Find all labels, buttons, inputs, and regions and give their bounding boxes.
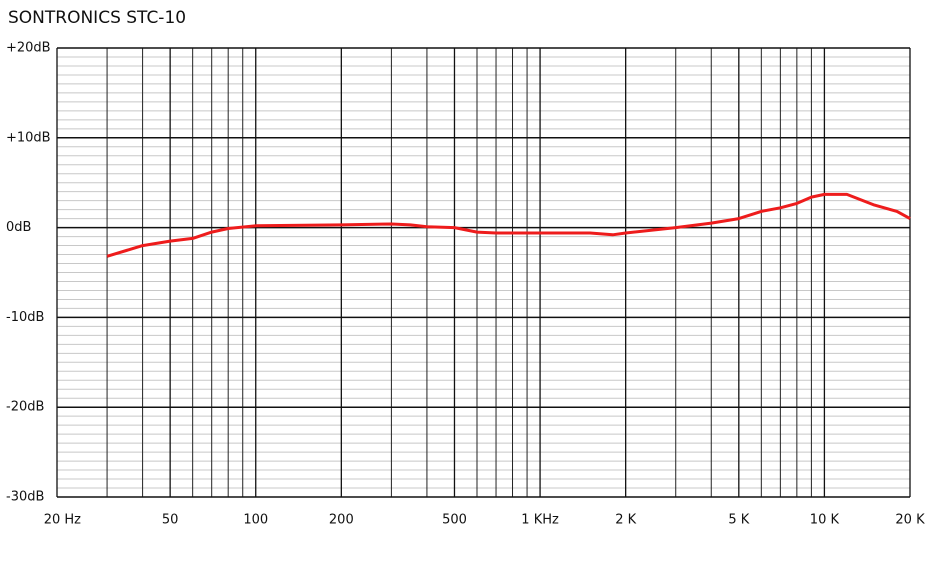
y-tick-label: -10dB — [6, 310, 44, 325]
y-tick-label: -20dB — [6, 400, 44, 415]
chart-title: SONTRONICS STC-10 — [8, 8, 186, 28]
y-tick-label: +20dB — [6, 41, 51, 56]
y-tick-label: -30dB — [6, 490, 44, 505]
x-tick-label: 50 — [162, 513, 179, 528]
x-tick-label: 200 — [329, 513, 354, 528]
x-tick-label: 2 K — [615, 513, 636, 528]
x-tick-label: 20 Hz — [44, 513, 81, 528]
x-tick-label: 1 KHz — [521, 513, 559, 528]
y-tick-label: +10dB — [6, 130, 51, 145]
y-tick-label: 0dB — [6, 220, 31, 235]
x-tick-label: 100 — [243, 513, 268, 528]
x-tick-label: 500 — [442, 513, 467, 528]
x-tick-label: 20 K — [895, 513, 925, 528]
x-tick-label: 5 K — [728, 513, 749, 528]
response-curve — [106, 192, 911, 258]
x-tick-label: 10 K — [810, 513, 840, 528]
